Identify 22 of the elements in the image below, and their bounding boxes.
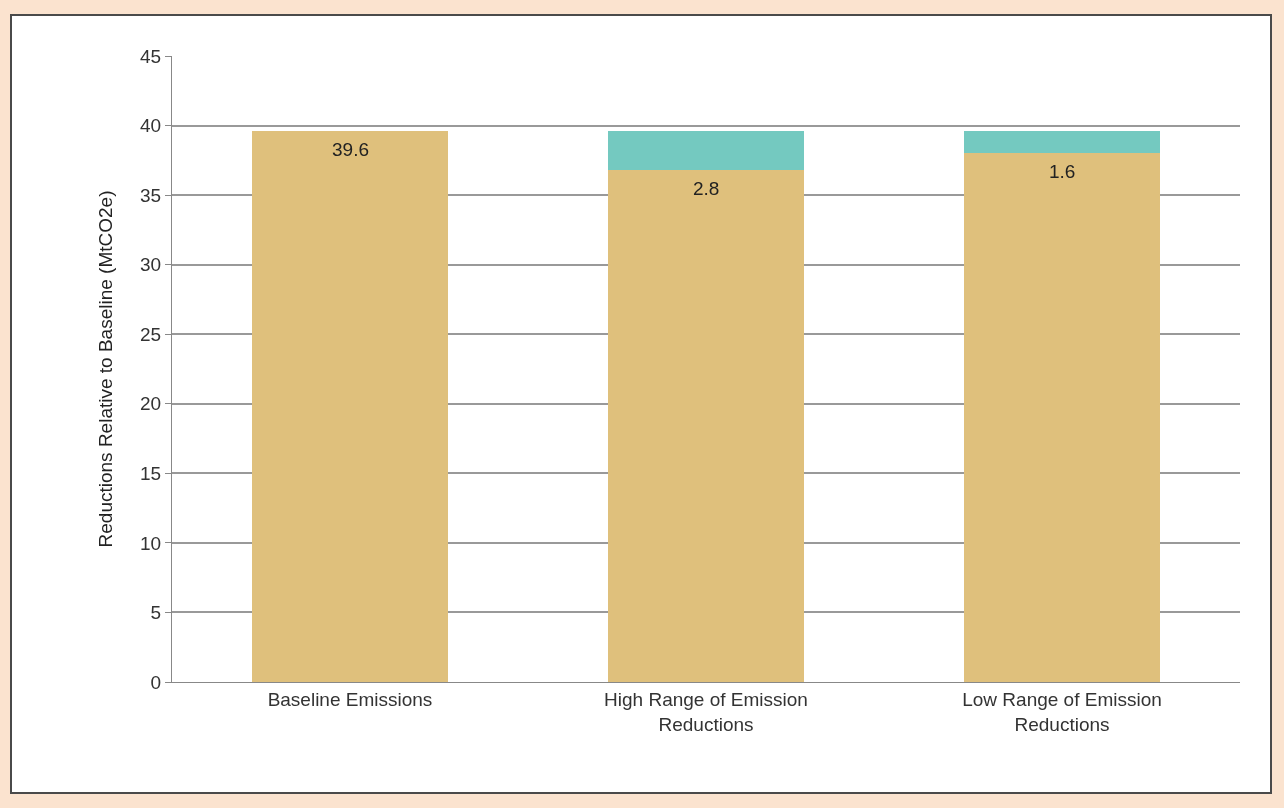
bar [608, 170, 804, 682]
y-tick-label: 35 [140, 184, 162, 206]
y-tick-label: 15 [140, 462, 162, 484]
bar [964, 153, 1160, 682]
y-tick-label: 30 [140, 254, 162, 276]
data-label: 2.8 [693, 178, 720, 199]
bar [252, 131, 448, 682]
data-label: 39.6 [332, 139, 369, 160]
x-tick-label: Baseline Emissions [267, 688, 433, 710]
bar [964, 131, 1160, 154]
y-tick-label: 20 [140, 393, 162, 415]
y-tick-label: 5 [150, 602, 162, 624]
x-tick-label: Low Range of Emission Reductions [962, 688, 1162, 735]
y-tick-label: 25 [140, 323, 162, 345]
x-tick-label: High Range of Emission Reductions [604, 688, 808, 735]
y-tick-label: 45 [140, 45, 162, 67]
data-label: 1.6 [1049, 161, 1076, 182]
y-tick-label: 10 [140, 532, 162, 554]
y-tick-label: 0 [150, 671, 162, 693]
y-tick-label: 40 [140, 115, 162, 137]
y-axis-title: Reductions Relative to Baseline (MtCO2e) [94, 190, 116, 548]
bar [608, 131, 804, 171]
